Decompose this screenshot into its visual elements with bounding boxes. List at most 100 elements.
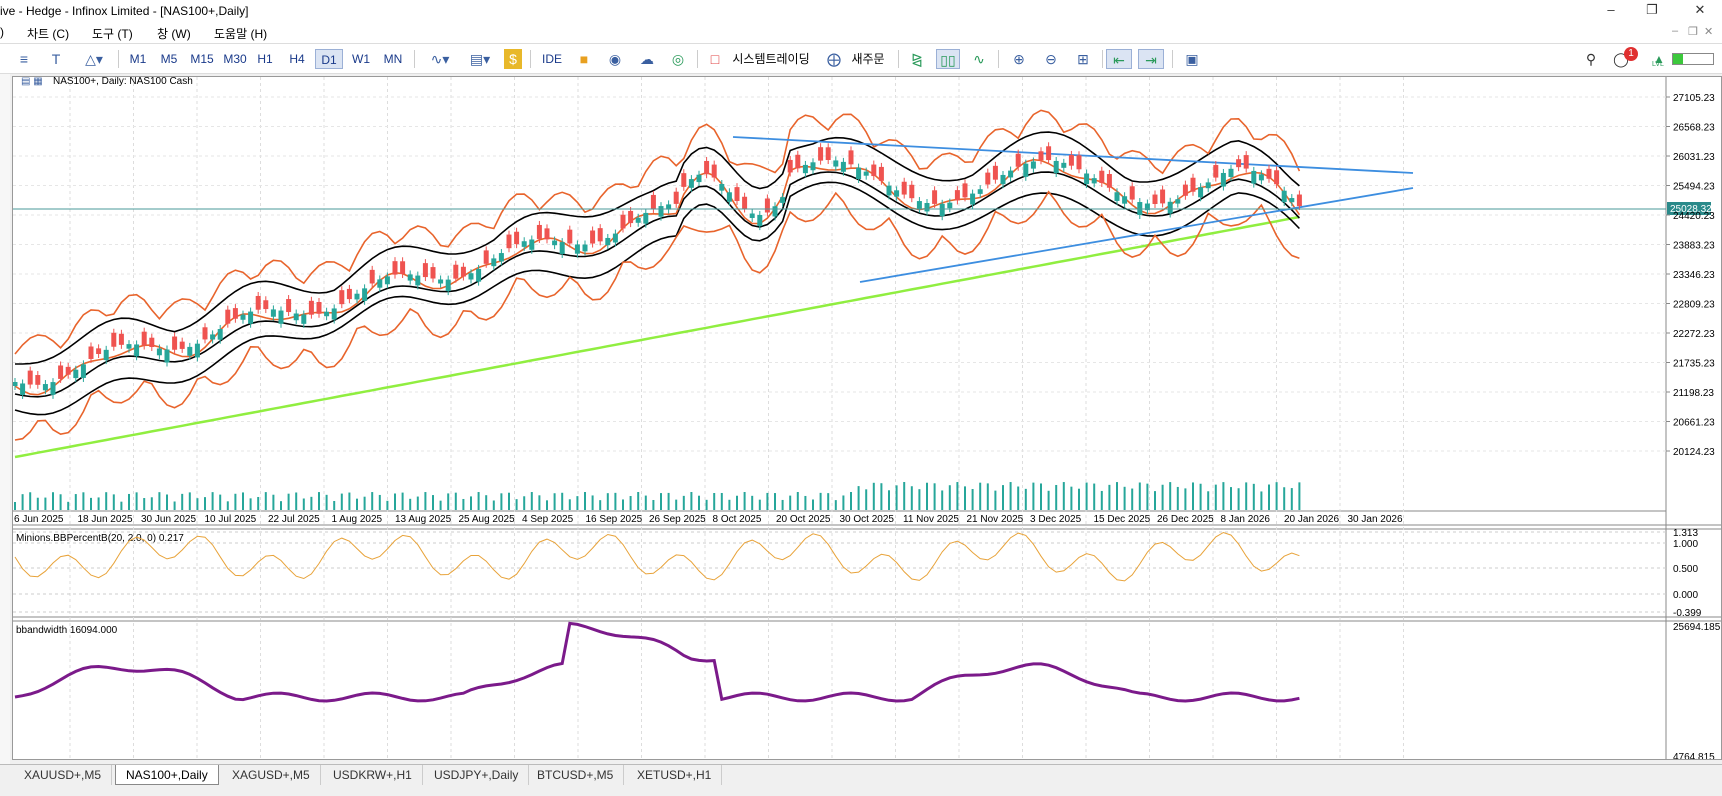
tf-m5[interactable]: M5 [160, 52, 178, 66]
new-order-icon[interactable]: ⨁ [827, 51, 841, 67]
tab-xagusd-m5[interactable]: XAGUSD+,M5 [222, 765, 321, 785]
chart-canvas[interactable]: 25028.32 ▤ ▦ NAS100+, Daily: NAS100 Cash… [12, 76, 1721, 763]
candle-body [924, 202, 930, 212]
volume-bar [211, 492, 214, 510]
date-tick-label: 20 Oct 2025 [776, 514, 831, 525]
date-tick-label: 6 Jun 2025 [14, 514, 64, 525]
volume-bar [485, 495, 488, 510]
menu-chart[interactable]: 차트 (C) [27, 27, 70, 41]
candle-body [35, 375, 41, 385]
candle-body [255, 295, 261, 310]
dollar-icon[interactable]: $ [504, 49, 522, 69]
volume-bar [705, 499, 708, 510]
candle-body [650, 194, 656, 209]
line-chart-icon[interactable]: ∿ [973, 51, 985, 67]
bar-chart-icon[interactable]: ⧎ [911, 51, 923, 67]
mdi-close-icon[interactable]: ✕ [1704, 26, 1714, 38]
tab-nas100-daily[interactable]: NAS100+,Daily [115, 765, 219, 785]
tf-h4[interactable]: H4 [289, 52, 305, 66]
volume-bar [804, 495, 807, 510]
candle-body [58, 365, 64, 379]
candle-body [597, 228, 603, 242]
volume-bar [1275, 482, 1278, 510]
tab-xauusd-m5[interactable]: XAUUSD+,M5 [14, 765, 113, 785]
candle-body [757, 214, 763, 227]
tab-usdkrw-h1[interactable]: USDKRW+,H1 [323, 765, 423, 785]
volume-bar [432, 495, 434, 510]
signals-icon[interactable]: ◉ [608, 51, 622, 67]
candle-chart-icon[interactable]: ▯▯ [936, 49, 960, 69]
candle-body [263, 300, 269, 310]
chart-type-icon[interactable]: ∿▾ [430, 51, 450, 67]
volume-bar [470, 496, 472, 510]
lines-tool-icon[interactable]: ≡ [19, 51, 29, 67]
algo-trading-icon[interactable]: □ [710, 51, 720, 67]
mdi-restore-icon[interactable]: ❐ [1688, 26, 1698, 38]
tf-mn[interactable]: MN [383, 52, 403, 66]
restore-icon[interactable]: ❐ [1646, 2, 1658, 17]
candle-body [590, 230, 596, 244]
volume-bar [287, 493, 290, 510]
close-icon[interactable]: ✕ [1694, 2, 1706, 17]
candle-body [1220, 172, 1226, 187]
menu-window[interactable]: 창 (W) [157, 27, 191, 41]
ide-button[interactable]: IDE [541, 52, 562, 66]
tile-windows-icon[interactable]: ⊞ [1077, 51, 1089, 67]
candle-body [293, 313, 299, 321]
tab-btcusd-m5[interactable]: BTCUSD+,M5 [527, 765, 625, 785]
tf-w1[interactable]: W1 [352, 52, 370, 66]
search-icon[interactable]: ⚲ [1585, 51, 1597, 67]
volume-bar [591, 495, 594, 510]
new-order-button[interactable]: 새주문 [851, 52, 885, 66]
candle-body [901, 181, 907, 195]
menu-help[interactable]: 도움말 (H) [214, 27, 268, 41]
chart-window[interactable]: 25028.32 ▤ ▦ NAS100+, Daily: NAS100 Cash… [12, 76, 1722, 763]
window-title: ive - Hedge - Infinox Limited - [NAS100+… [0, 4, 249, 18]
menu-tools[interactable]: 도구 (T) [92, 27, 133, 41]
candle-body [1251, 170, 1257, 184]
price-axis: 27105.23 26568.23 26031.23 25494.23 24420.23… [1666, 93, 1715, 458]
indicators-icon[interactable]: ▤▾ [469, 51, 491, 67]
tf-m30[interactable]: M30 [223, 52, 247, 66]
vps-icon[interactable]: ◎ [671, 51, 685, 67]
shapes-tool-icon[interactable]: △▾ [85, 51, 103, 67]
tf-m15[interactable]: M15 [190, 52, 214, 66]
zoom-out-icon[interactable]: ⊖ [1045, 51, 1057, 67]
tf-d1[interactable]: D1 [315, 49, 343, 69]
candle-body [605, 237, 611, 246]
volume-bar [447, 493, 450, 510]
date-tick-label: 8 Jan 2026 [1221, 514, 1271, 525]
tf-m1[interactable]: M1 [129, 52, 147, 66]
candle-body [422, 263, 428, 278]
market-bag-icon[interactable]: ■ [579, 51, 589, 67]
toolbar: ≡ T △▾ M1 M5 M15 M30 H1 H4 D1 W1 MN ∿▾ ▤… [0, 44, 1722, 74]
tf-h1[interactable]: H1 [257, 52, 273, 66]
current-price-label: 25028.32 [1670, 204, 1712, 215]
main-pane[interactable] [13, 77, 1666, 511]
candle-body [96, 348, 102, 355]
tab-xetusd-h1[interactable]: XETUSD+,H1 [627, 765, 723, 785]
volume-bar [964, 486, 966, 510]
candle-body [985, 172, 991, 185]
algo-trading-button[interactable]: 시스템트레이딩 [732, 52, 810, 66]
candle-body [278, 310, 284, 324]
candle-body [514, 231, 520, 245]
date-tick-label: 3 Dec 2025 [1030, 514, 1082, 525]
candle-body [559, 242, 565, 254]
minimize-icon[interactable]: – [1607, 2, 1615, 17]
zoom-in-icon[interactable]: ⊕ [1013, 51, 1025, 67]
chart-shift-icon[interactable]: ⇥ [1138, 49, 1164, 69]
text-tool-icon[interactable]: T [51, 51, 61, 67]
ma200-line [14, 215, 1300, 459]
candle-body [886, 185, 892, 196]
volume-bar [561, 492, 564, 510]
candle-body [88, 346, 94, 359]
candle-body [688, 179, 694, 188]
screenshot-icon[interactable]: ▣ [1185, 51, 1199, 67]
mdi-minimize-icon[interactable]: – [1672, 25, 1679, 37]
date-tick-label: 30 Jun 2025 [141, 514, 196, 525]
autoscroll-icon[interactable]: ⇤ [1106, 49, 1132, 69]
candle-body [1289, 198, 1295, 203]
cloud-icon[interactable]: ☁ [640, 51, 654, 67]
tab-usdjpy-daily[interactable]: USDJPY+,Daily [424, 765, 530, 785]
